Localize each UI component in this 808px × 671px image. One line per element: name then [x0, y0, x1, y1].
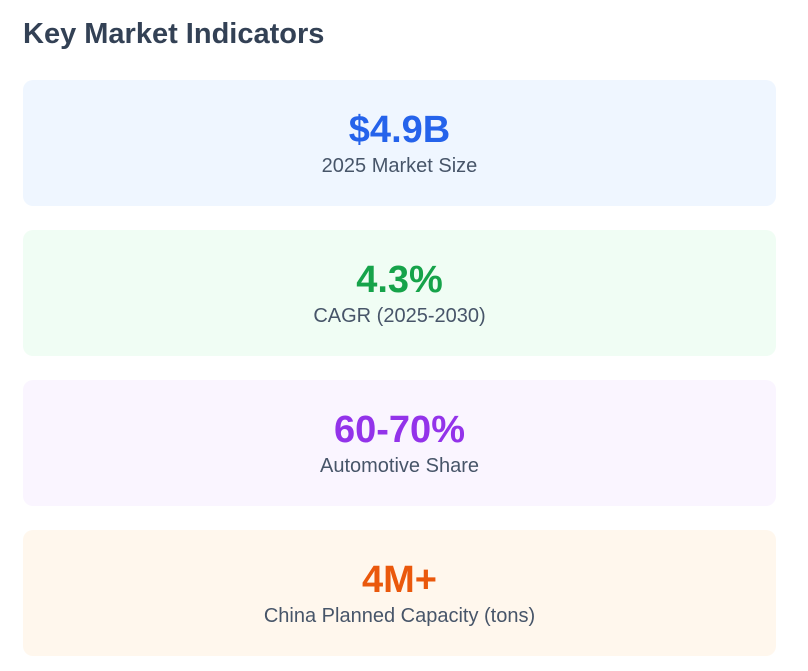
indicator-label: 2025 Market Size: [321, 155, 478, 177]
panel-title: Key Market Indicators: [23, 18, 325, 50]
indicator-card-cagr: 4.3% CAGR (2025-2030): [23, 230, 776, 356]
indicator-card-china-capacity: 4M+ China Planned Capacity (tons): [23, 530, 776, 656]
indicator-card-market-size: $4.9B 2025 Market Size: [23, 80, 776, 206]
indicator-value: 4M+: [362, 559, 437, 601]
indicator-label: China Planned Capacity (tons): [263, 605, 536, 627]
indicator-value: 60-70%: [334, 409, 465, 451]
indicator-value: $4.9B: [348, 109, 451, 151]
indicator-value: 4.3%: [356, 259, 443, 301]
indicator-label: CAGR (2025-2030): [313, 305, 486, 327]
indicator-card-automotive-share: 60-70% Automotive Share: [23, 380, 776, 506]
indicator-label: Automotive Share: [320, 455, 479, 477]
